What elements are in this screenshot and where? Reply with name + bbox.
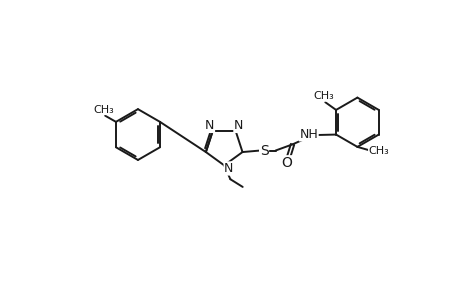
Text: N: N	[205, 119, 214, 132]
Text: N: N	[233, 119, 243, 132]
Text: NH: NH	[299, 128, 318, 141]
Text: CH₃: CH₃	[93, 104, 114, 115]
Text: O: O	[280, 156, 291, 170]
Text: S: S	[259, 143, 268, 158]
Text: CH₃: CH₃	[313, 91, 333, 101]
Text: N: N	[224, 162, 233, 175]
Text: CH₃: CH₃	[368, 146, 388, 157]
